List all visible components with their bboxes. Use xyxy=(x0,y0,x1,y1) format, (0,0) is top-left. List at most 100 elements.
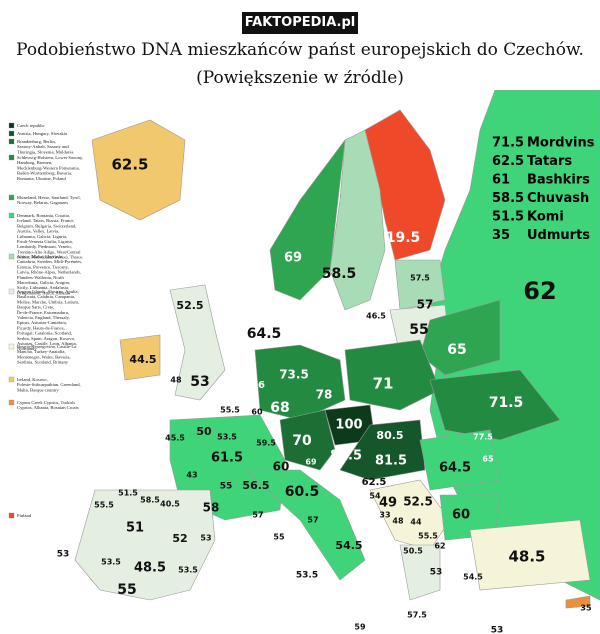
logo: FAKTOPEDIA.pl xyxy=(242,12,358,34)
region-label: 54 xyxy=(369,492,381,501)
region-label: 71 xyxy=(373,375,394,393)
legend-label: Schleswig-Holstein, Lower Saxony, Hamburg… xyxy=(17,155,83,182)
legend-line: Cyprus Greek Cyprios, Turkish xyxy=(17,400,75,406)
region-label: 48.5 xyxy=(134,561,166,576)
legend-swatch xyxy=(8,253,15,260)
legend-line: Latvia, Rhône-Alpes, Netherlands, xyxy=(17,270,81,276)
region-label: 43 xyxy=(186,471,197,480)
region-label: 56 xyxy=(251,380,265,391)
region-label: 60 xyxy=(251,408,263,417)
region-label: 60.5 xyxy=(285,484,320,500)
legend-swatch xyxy=(8,399,15,406)
legend-swatch xyxy=(8,154,15,161)
region-label: 33 xyxy=(379,511,390,520)
country-shapes xyxy=(74,90,600,609)
legend-line: Montenegro, Wales, Bavaria, xyxy=(17,354,71,360)
legend-line: Aegean Islands, Abruzzo, Apulia, xyxy=(17,289,79,295)
region-label: 53.5 xyxy=(217,433,237,442)
legend-label: Czech republic xyxy=(17,123,45,128)
region-label: 55.5 xyxy=(94,501,114,510)
legend-line: Valencia, England, Thessaly, xyxy=(17,315,70,321)
legend-line: Thuringia, Slovenia, Moldavia xyxy=(17,149,73,155)
legend-line: Asturias, Castile, Leon, Albania, xyxy=(17,341,77,347)
legend-line: Serbia, Macedonia(Greece), Thrace xyxy=(17,255,82,261)
legend-line: Schleswig-Holstein, Lower Saxony, xyxy=(17,155,83,161)
region-label: 57 xyxy=(252,511,263,520)
region-label: 35 xyxy=(580,604,592,613)
legend-line: Bosnia-Herzegovina, Castile-La xyxy=(17,344,76,350)
region-label: 59.5 xyxy=(256,439,276,448)
region-label: 54.5 xyxy=(335,539,362,552)
legend-line: Baden-Wurttemberg, Bavaria, xyxy=(17,171,72,177)
inset-value: 71.5 xyxy=(492,136,524,151)
region-label: 44 xyxy=(410,518,422,527)
region-label: 62.5 xyxy=(111,156,148,174)
legend-line: Estonia, Provence, Tuscany, xyxy=(17,264,69,270)
legend-line: Serbia, Spain, Aragon, Kosovo, xyxy=(17,336,75,342)
region-label: 53 xyxy=(200,534,211,543)
region-label: 53 xyxy=(190,374,209,390)
region-label: 78 xyxy=(338,473,353,486)
region-label: 53.5 xyxy=(178,566,198,575)
legend-line: Sardinia, Scotland, Brittany xyxy=(17,360,69,366)
legend-line: Lithuania, Galicia, Liguria, xyxy=(17,234,67,240)
legend: Czech republic Austria, Hungary, Slovakia… xyxy=(8,122,83,519)
region-label: 80.5 xyxy=(376,429,403,442)
legend-line: Cantabria, Sweden, Midi-Pyrénées, xyxy=(17,259,82,265)
region-label: 81.5 xyxy=(330,449,362,464)
region-label: 53 xyxy=(491,626,504,634)
legend-line: Austria, Hungary, Slovakia xyxy=(17,131,67,137)
legend-line: Denmark, Romania, Croatia, xyxy=(17,213,70,219)
region-label: 52 xyxy=(172,532,187,545)
legend-line: Picardy, Hauts-de-France, xyxy=(17,325,65,331)
legend-line: Cyprios, Albania, Bosnian Croats xyxy=(17,405,79,411)
region-label: 55.5 xyxy=(418,532,438,541)
legend-line: Île-de-France, Extremadura, xyxy=(17,310,69,316)
inset-value: 61 xyxy=(492,173,510,188)
region-label: 52.5 xyxy=(403,495,433,509)
inset-value: 51.5 xyxy=(492,210,524,225)
region-label: 57.5 xyxy=(407,611,427,620)
region-label: 68 xyxy=(270,400,289,416)
legend-label: Finland xyxy=(17,513,32,518)
legend-line: Mecklenburg-Western Pomerania, xyxy=(17,165,80,171)
inset-value: 62.5 xyxy=(492,154,524,169)
region-label: 58.5 xyxy=(322,266,357,282)
legend-swatch xyxy=(8,212,15,219)
region-label: 44.5 xyxy=(129,353,156,366)
inset-name: Bashkirs xyxy=(527,173,590,188)
region-label: 51.5 xyxy=(118,489,138,498)
legend-line: Belgium, Bulgaria, Switzerland, xyxy=(17,223,76,229)
legend-line: Ireland, Kosovo, xyxy=(17,377,48,383)
region-label: 73.5 xyxy=(279,368,309,382)
region-label: 51 xyxy=(126,521,144,536)
legend-swatch xyxy=(8,512,15,519)
legend-line: Basilicata, Calabria, Campania, xyxy=(17,294,75,300)
region-label: 55 xyxy=(409,322,428,338)
region-label: 57.5 xyxy=(410,274,430,283)
legend-line: Macedonia, Galicia, Aragon, xyxy=(17,280,70,286)
region-label: 65 xyxy=(482,455,494,464)
region-label: 48 xyxy=(170,376,182,385)
legend-line: Finland xyxy=(17,513,32,518)
legend-line: Brandenburg, Berlin, xyxy=(17,139,56,145)
inset-name: Komi xyxy=(527,210,564,225)
region-label: 52.5 xyxy=(176,299,203,312)
region-label: 55.5 xyxy=(220,406,240,415)
legend-swatch xyxy=(8,343,15,350)
legend-line: Trentino-Alto Adige, West/Central xyxy=(17,249,81,255)
legend-line: Mancha, Turkey-Anatolia, xyxy=(17,349,66,355)
region-label: 50 xyxy=(196,425,212,438)
region-label: 77.5 xyxy=(473,433,493,442)
region-label: 56.5 xyxy=(242,479,269,492)
region-label: 50.5 xyxy=(403,547,423,556)
legend-swatch xyxy=(8,122,15,129)
legend-line: Romania, Ukraine, Poland xyxy=(17,176,66,182)
legend-label: Austria, Hungary, Slovakia xyxy=(17,131,67,137)
legend-swatch xyxy=(8,376,15,383)
region-label: 55 xyxy=(220,482,233,492)
legend-line: Normandy xyxy=(17,346,37,351)
inset-value: 35 xyxy=(492,228,510,243)
legend-line: Sicily, Lithuania, Andalusia, xyxy=(17,285,69,291)
region-label: 40.5 xyxy=(160,500,180,509)
